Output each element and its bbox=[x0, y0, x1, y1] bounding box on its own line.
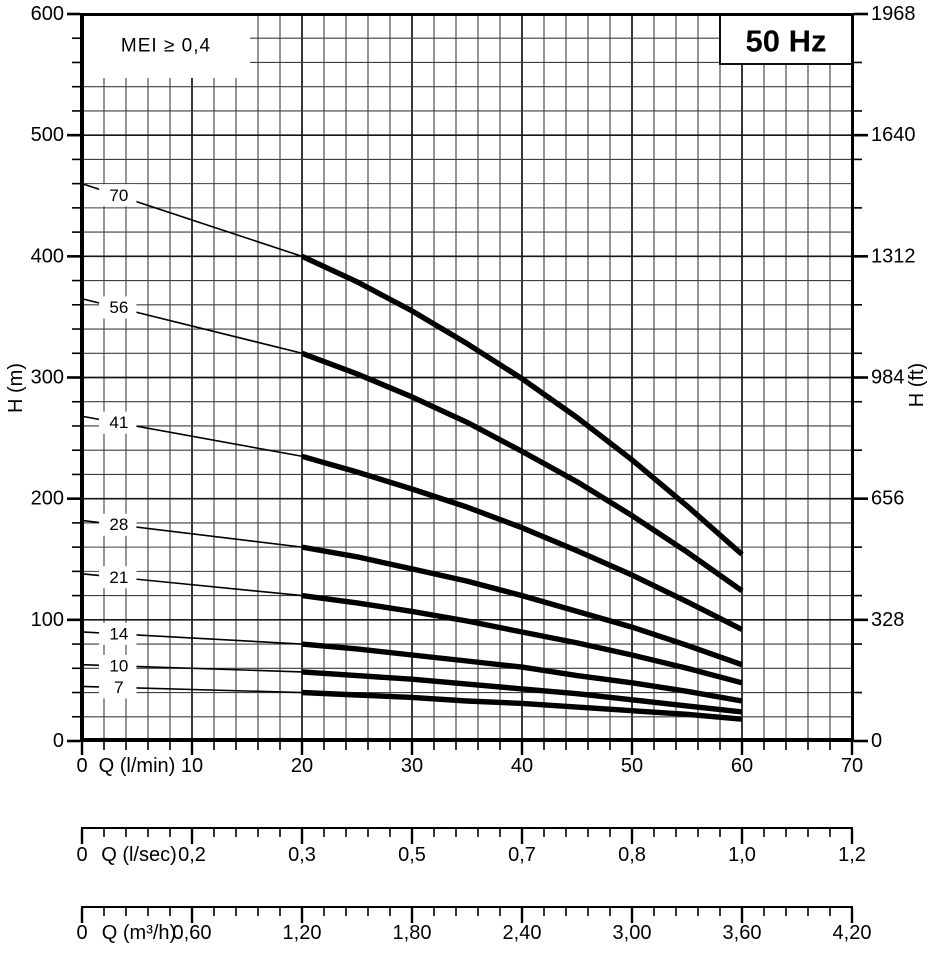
x-axis-lsec-unit-label: Q (l/sec) bbox=[101, 844, 177, 866]
frequency-badge bbox=[719, 13, 853, 65]
axis-m3h-line bbox=[81, 906, 853, 908]
mei-label: MEI ≥ 0,4 bbox=[121, 36, 211, 57]
y-m-tick-label: 100 bbox=[31, 609, 64, 631]
x-lmin-tick-label: 40 bbox=[511, 755, 533, 777]
x-lsec-tick-label: 0,5 bbox=[398, 844, 426, 866]
y-ft-tick-label: 1968 bbox=[871, 3, 916, 25]
curve-label-bg-21 bbox=[99, 566, 137, 589]
x-lsec-tick-label: 0,2 bbox=[178, 844, 206, 866]
axis-left bbox=[80, 13, 84, 742]
x-lmin-tick-label: 20 bbox=[291, 755, 313, 777]
curve-label-70: 70 bbox=[109, 186, 128, 205]
curve-label-14: 14 bbox=[109, 624, 128, 643]
x-m3h-tick-label: 2,40 bbox=[503, 922, 542, 944]
axis-ticks-and-labels: 0 10 20 30 40 50 60 700 0,2 0,3 0,5 0,7 0,8 1,0 1,20 0,… bbox=[31, 3, 916, 944]
x-m3h-tick-label: 3,00 bbox=[613, 922, 652, 944]
frame-top bbox=[80, 13, 854, 16]
x-lsec-tick-label: 1,2 bbox=[838, 844, 866, 866]
curve-label-bg-41 bbox=[99, 411, 137, 434]
axis-bottom bbox=[80, 738, 854, 742]
y-m-tick-label: 600 bbox=[31, 3, 64, 25]
y-axis-m-unit-label: H (m) bbox=[5, 363, 27, 413]
x-lmin-tick-label: 0 bbox=[76, 755, 87, 777]
y-m-tick-label: 300 bbox=[31, 367, 64, 389]
frequency-label: 50 Hz bbox=[746, 24, 827, 59]
curve-10 bbox=[301, 669, 743, 715]
curve-label-bg-10 bbox=[99, 654, 137, 677]
y-m-tick-label: 400 bbox=[31, 245, 64, 267]
curve-label-7: 7 bbox=[114, 678, 123, 697]
curve-7 bbox=[301, 689, 743, 722]
axis-lsec-line bbox=[81, 827, 853, 829]
x-m3h-tick-label: 1,20 bbox=[283, 922, 322, 944]
y-ft-tick-label: 656 bbox=[871, 488, 904, 510]
curve-label-bg-14 bbox=[99, 622, 137, 645]
x-lsec-tick-label: 0,8 bbox=[618, 844, 646, 866]
curve-41 bbox=[301, 453, 744, 632]
x-lsec-tick-label: 1,0 bbox=[728, 844, 756, 866]
x-lsec-tick-label: 0,7 bbox=[508, 844, 536, 866]
curve-label-28: 28 bbox=[109, 515, 128, 534]
curve-label-bg-56 bbox=[99, 296, 137, 319]
x-axis-m3h-unit-label: Q (m³/h) bbox=[102, 922, 176, 944]
curve-label-41: 41 bbox=[109, 413, 128, 432]
x-m3h-tick-label: 4,20 bbox=[833, 922, 872, 944]
mei-badge bbox=[82, 15, 250, 78]
curves: 70 56 41 28 21 14 10 7 bbox=[81, 182, 744, 722]
y-ft-tick-label: 1640 bbox=[871, 124, 916, 146]
y-m-tick-label: 500 bbox=[31, 124, 64, 146]
axis-right bbox=[851, 13, 854, 742]
y-ft-tick-label: 0 bbox=[871, 730, 882, 752]
curve-label-bg-28 bbox=[99, 513, 137, 536]
x-lmin-tick-label: 70 bbox=[841, 755, 863, 777]
x-lmin-tick-label: 30 bbox=[401, 755, 423, 777]
curve-label-bg-70 bbox=[99, 184, 137, 207]
x-axis-lmin-unit-label: Q (l/min) bbox=[99, 755, 176, 777]
x-m3h-tick-label: 3,60 bbox=[723, 922, 762, 944]
x-lsec-tick-label: 0 bbox=[76, 844, 87, 866]
x-lmin-tick-label: 50 bbox=[621, 755, 643, 777]
x-lsec-tick-label: 0,3 bbox=[288, 844, 316, 866]
curve-label-21: 21 bbox=[109, 568, 128, 587]
y-ft-tick-label: 984 bbox=[871, 367, 904, 389]
y-m-tick-label: 200 bbox=[31, 488, 64, 510]
curve-label-bg-7 bbox=[99, 676, 137, 699]
curve-28 bbox=[301, 544, 743, 668]
y-ft-tick-label: 328 bbox=[871, 609, 904, 631]
curve-56 bbox=[301, 350, 744, 594]
y-ft-tick-label: 1312 bbox=[871, 245, 916, 267]
curve-14 bbox=[301, 641, 743, 704]
curve-21 bbox=[301, 592, 743, 686]
y-m-tick-label: 0 bbox=[53, 730, 64, 752]
curve-label-10: 10 bbox=[109, 656, 128, 675]
y-axis-ft-unit-label: H (ft) bbox=[906, 363, 928, 407]
x-m3h-tick-label: 0,60 bbox=[173, 922, 212, 944]
curve-70 bbox=[300, 253, 744, 557]
grid bbox=[82, 14, 852, 741]
x-lmin-tick-label: 60 bbox=[731, 755, 753, 777]
x-m3h-tick-label: 0 bbox=[76, 922, 87, 944]
curve-label-56: 56 bbox=[109, 298, 128, 317]
plot-frame bbox=[80, 13, 854, 908]
x-lmin-tick-label: 10 bbox=[181, 755, 203, 777]
x-m3h-tick-label: 1,80 bbox=[393, 922, 432, 944]
